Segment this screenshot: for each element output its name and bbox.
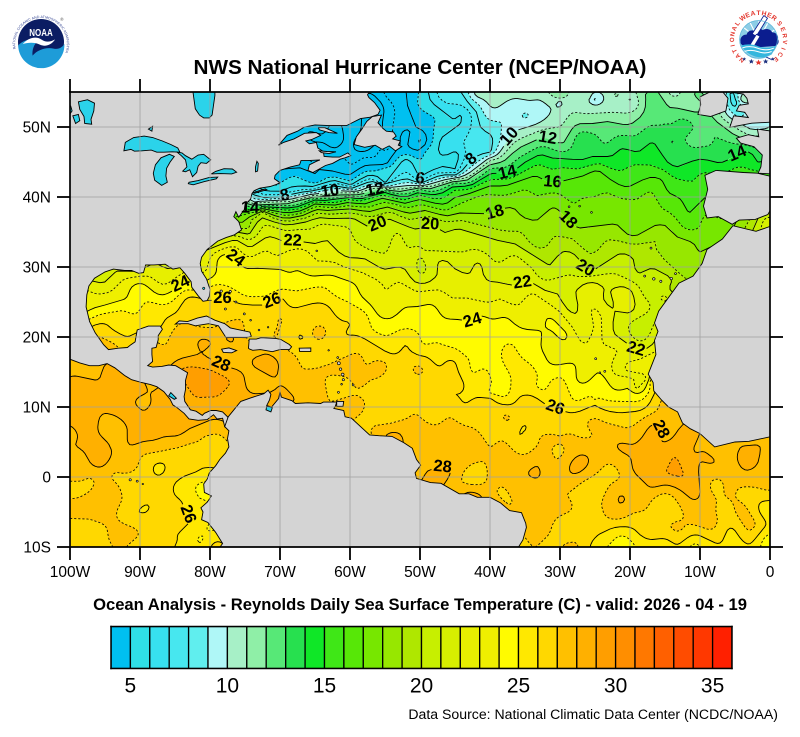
svg-text:60W: 60W — [334, 564, 366, 581]
svg-text:28: 28 — [433, 457, 453, 477]
svg-text:S: S — [775, 20, 783, 28]
svg-text:12: 12 — [364, 179, 385, 200]
svg-text:40W: 40W — [474, 564, 506, 581]
svg-text:®: ® — [60, 17, 64, 22]
svg-text:10: 10 — [216, 675, 239, 698]
svg-text:20: 20 — [421, 215, 440, 234]
svg-text:30W: 30W — [544, 564, 576, 581]
svg-text:E: E — [772, 55, 780, 63]
svg-text:30N: 30N — [23, 260, 51, 277]
svg-text:0: 0 — [766, 564, 775, 581]
svg-text:25: 25 — [507, 675, 530, 698]
svg-text:50N: 50N — [23, 120, 51, 137]
svg-text:10: 10 — [320, 181, 341, 201]
svg-text:R: R — [780, 33, 788, 39]
svg-text:10S: 10S — [23, 540, 51, 557]
svg-text:L: L — [734, 20, 742, 27]
svg-text:20: 20 — [366, 212, 390, 236]
svg-text:20: 20 — [410, 675, 433, 698]
svg-text:12: 12 — [537, 127, 558, 148]
svg-text:15: 15 — [313, 675, 336, 698]
svg-text:80W: 80W — [194, 564, 226, 581]
svg-text:T: T — [756, 10, 760, 17]
svg-text:70W: 70W — [264, 564, 296, 581]
svg-text:A: A — [750, 10, 756, 18]
svg-text:A: A — [731, 25, 739, 32]
svg-text:5: 5 — [125, 675, 137, 698]
svg-text:E: E — [766, 12, 773, 20]
svg-text:22: 22 — [512, 272, 533, 292]
svg-text:100W: 100W — [50, 564, 91, 581]
svg-text:8: 8 — [278, 185, 291, 205]
svg-text:22: 22 — [283, 231, 302, 250]
svg-text:T: T — [731, 47, 739, 54]
svg-text:26: 26 — [213, 289, 231, 307]
svg-text:18: 18 — [483, 201, 506, 223]
svg-text:E: E — [778, 26, 786, 33]
svg-text:N: N — [729, 31, 737, 37]
svg-text:O: O — [729, 37, 736, 42]
svg-text:W: W — [739, 13, 749, 23]
svg-text:NOAA: NOAA — [29, 27, 53, 38]
svg-text:NWS National Hurricane Center: NWS National Hurricane Center (NCEP/NOAA… — [194, 56, 647, 79]
svg-text:90W: 90W — [124, 564, 156, 581]
svg-text:Ocean Analysis - Reynolds Dail: Ocean Analysis - Reynolds Daily Sea Surf… — [93, 595, 747, 614]
svg-text:V: V — [781, 40, 788, 46]
svg-text:14: 14 — [241, 199, 261, 217]
svg-text:A: A — [734, 51, 743, 59]
svg-text:I: I — [779, 47, 786, 51]
svg-text:50W: 50W — [404, 564, 436, 581]
svg-text:20W: 20W — [614, 564, 646, 581]
svg-text:10W: 10W — [684, 564, 716, 581]
svg-text:Data Source: National Climatic: Data Source: National Climatic Data Cent… — [408, 706, 778, 722]
svg-text:30: 30 — [604, 675, 627, 698]
svg-text:10N: 10N — [23, 400, 51, 417]
svg-text:28: 28 — [209, 352, 233, 376]
svg-text:C: C — [775, 50, 784, 58]
svg-text:I: I — [730, 44, 737, 48]
svg-text:35: 35 — [701, 675, 724, 698]
svg-text:16: 16 — [543, 172, 563, 191]
svg-text:40N: 40N — [23, 190, 51, 207]
svg-text:0: 0 — [42, 470, 51, 487]
svg-text:N: N — [738, 55, 746, 64]
svg-text:14: 14 — [496, 161, 519, 183]
svg-text:26: 26 — [260, 289, 284, 312]
svg-text:H: H — [761, 10, 767, 18]
svg-text:24: 24 — [461, 309, 484, 332]
svg-text:R: R — [770, 14, 778, 23]
svg-text:E: E — [744, 11, 751, 19]
svg-text:26: 26 — [177, 502, 200, 525]
svg-text:20N: 20N — [23, 330, 51, 347]
